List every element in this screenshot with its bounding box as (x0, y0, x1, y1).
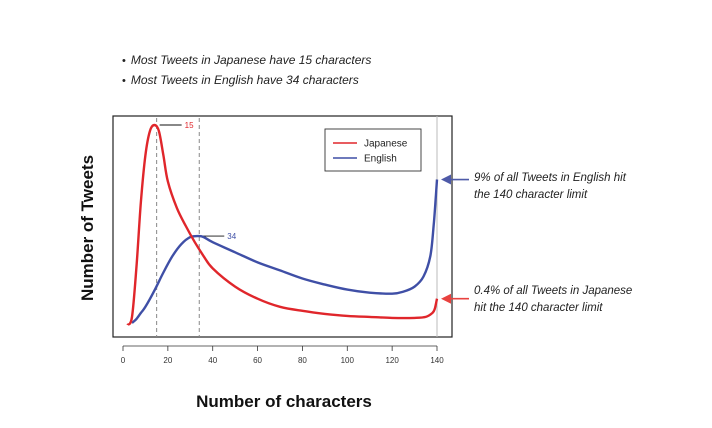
bullet-japanese: Most Tweets in Japanese have 15 characte… (130, 50, 372, 70)
english-limit-annotation: 9% of all Tweets in English hit the 140 … (474, 170, 626, 204)
japanese-limit-annotation: 0.4% of all Tweets in Japanese hit the 1… (474, 283, 632, 317)
x-tick-label: 140 (430, 356, 444, 365)
x-tick-label: 120 (385, 356, 399, 365)
x-tick-label: 0 (121, 356, 126, 365)
legend-label: Japanese (364, 139, 408, 150)
x-tick-label: 20 (163, 356, 172, 365)
japanese-arrow-head (441, 293, 451, 304)
japanese-annotation-line1: 0.4% of all Tweets in Japanese (474, 285, 633, 297)
bullet-english: Most Tweets in English have 34 character… (130, 70, 371, 90)
japanese-annotation-line2: hit the 140 character limit (474, 302, 603, 314)
x-tick-label: 100 (341, 356, 355, 365)
summary-bullets: Most Tweets in Japanese have 15 characte… (130, 50, 372, 90)
x-tick-label: 40 (208, 356, 217, 365)
legend: Japanese English (324, 128, 422, 172)
legend-box (324, 128, 422, 172)
series-line-english (131, 179, 439, 324)
english-annotation-line2: the 140 character limit (474, 189, 588, 201)
legend-label: English (364, 154, 397, 165)
english-annotation-line1: 9% of all Tweets in English hit (474, 172, 626, 184)
x-tick-label: 80 (298, 356, 307, 365)
x-tick-label: 60 (253, 356, 262, 365)
series-line-japanese (126, 123, 439, 326)
peak-callout-label: 34 (227, 232, 236, 241)
x-axis-label: Number of characters (196, 392, 372, 411)
plot-frame (112, 115, 453, 338)
peak-callout-label: 15 (185, 121, 194, 130)
english-arrow-head (441, 174, 451, 185)
